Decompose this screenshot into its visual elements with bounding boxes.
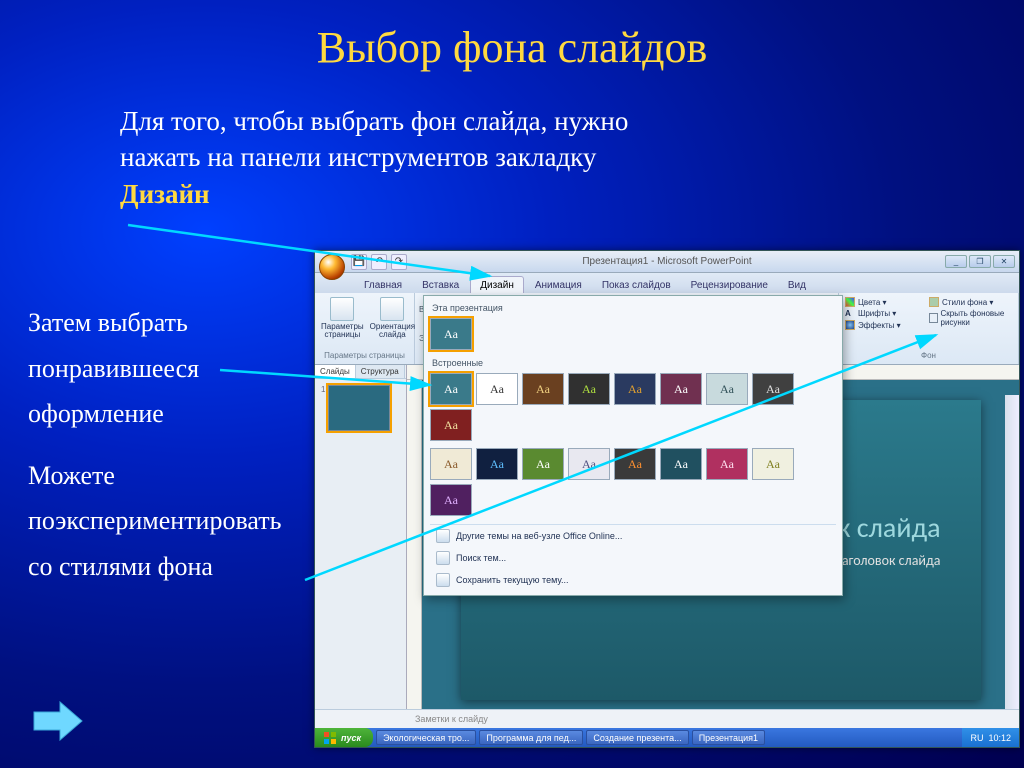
theme-thumb[interactable]: Aa (430, 318, 472, 350)
slide-panel: Слайды Структура 1 (315, 365, 407, 709)
theme-thumb[interactable]: Aa (522, 448, 564, 480)
theme-thumb[interactable]: Aa (522, 373, 564, 405)
themes-gallery-dropdown: Эта презентация Aa Встроенные AaAaAaAaAa… (423, 295, 843, 596)
tab-review[interactable]: Рецензирование (682, 277, 777, 293)
group-page-label: Параметры страницы (321, 351, 408, 360)
group-page-setup: Параметры страницы Ориентация слайда Пар… (315, 293, 415, 364)
tab-insert[interactable]: Вставка (413, 277, 468, 293)
qat-redo-icon[interactable]: ↷ (391, 254, 407, 270)
tab-view[interactable]: Вид (779, 277, 815, 293)
page-setup-button[interactable]: Параметры страницы (321, 297, 364, 339)
intro-text: Для того, чтобы выбрать фон слайда, нужн… (120, 103, 964, 212)
intro-line2: нажать на панели инструментов закладку (120, 142, 596, 172)
group-bg-label: Фон (845, 351, 1012, 360)
left-caption: Затем выбрать понравившееся оформление М… (28, 300, 308, 589)
theme-thumb[interactable]: Aa (660, 448, 702, 480)
vertical-ruler (407, 380, 422, 709)
powerpoint-window: 💾 ↶ ↷ Презентация1 - Microsoft PowerPoin… (314, 250, 1020, 748)
notes-pane[interactable]: Заметки к слайду (315, 709, 1019, 728)
left-line4: Можете (28, 453, 308, 499)
tray-lang[interactable]: RU (970, 733, 983, 743)
bg-styles-dropdown[interactable]: Стили фона ▾ (929, 297, 1018, 307)
windows-logo-icon (323, 731, 337, 745)
tab-home[interactable]: Главная (355, 277, 411, 293)
theme-thumb[interactable]: Aa (430, 409, 472, 441)
system-tray[interactable]: RU 10:12 (962, 728, 1019, 747)
theme-thumb[interactable]: Aa (476, 448, 518, 480)
slide-thumbnail-1[interactable]: 1 (321, 385, 400, 431)
gallery-save-theme[interactable]: Сохранить текущую тему... (430, 569, 836, 591)
gallery-section1-label: Эта презентация (430, 300, 836, 316)
theme-thumb[interactable]: Aa (430, 484, 472, 516)
close-button[interactable]: ✕ (993, 255, 1015, 268)
theme-thumb[interactable]: Aa (430, 448, 472, 480)
tab-design[interactable]: Дизайн (470, 276, 524, 293)
theme-thumb[interactable]: Aa (706, 373, 748, 405)
titlebar: 💾 ↶ ↷ Презентация1 - Microsoft PowerPoin… (315, 251, 1019, 273)
theme-thumb[interactable]: Aa (752, 373, 794, 405)
theme-thumb[interactable]: Aa (476, 373, 518, 405)
slides-tab[interactable]: Слайды (315, 365, 356, 378)
office-button[interactable] (319, 254, 345, 280)
orientation-button[interactable]: Ориентация слайда (370, 297, 415, 339)
left-line1: Затем выбрать (28, 300, 308, 346)
left-line5: поэкспериментировать (28, 498, 308, 544)
theme-thumb[interactable]: Aa (430, 373, 472, 405)
taskbar-item-1[interactable]: Экологическая тро... (376, 730, 476, 745)
intro-line1: Для того, чтобы выбрать фон слайда, нужн… (120, 106, 628, 136)
hide-bg-checkbox[interactable]: Скрыть фоновые рисунки (929, 309, 1018, 327)
theme-thumb[interactable]: Aa (752, 448, 794, 480)
outline-tab[interactable]: Структура (356, 365, 405, 378)
start-button[interactable]: пуск (315, 728, 373, 747)
taskbar-item-3[interactable]: Создание презента... (586, 730, 688, 745)
minimize-button[interactable]: _ (945, 255, 967, 268)
theme-thumb[interactable]: Aa (568, 448, 610, 480)
theme-thumb[interactable]: Aa (614, 373, 656, 405)
theme-thumb[interactable]: Aa (660, 373, 702, 405)
vertical-scrollbar[interactable] (1005, 395, 1019, 709)
theme-thumb[interactable]: Aa (614, 448, 656, 480)
theme-thumb[interactable]: Aa (706, 448, 748, 480)
group-background: Цвета ▾ AШрифты ▾ Эффекты ▾ Стили фона ▾… (839, 293, 1019, 364)
tab-slideshow[interactable]: Показ слайдов (593, 277, 680, 293)
gallery-browse-themes[interactable]: Поиск тем... (430, 547, 836, 569)
taskbar-item-4[interactable]: Презентация1 (692, 730, 765, 745)
intro-highlight: Дизайн (120, 179, 210, 209)
windows-taskbar: пуск Экологическая тро... Программа для … (315, 728, 1019, 747)
maximize-button[interactable]: ❐ (969, 255, 991, 268)
left-line6: со стилями фона (28, 544, 308, 590)
tab-animation[interactable]: Анимация (526, 277, 591, 293)
qat-save-icon[interactable]: 💾 (351, 254, 367, 270)
gallery-online-themes[interactable]: Другие темы на веб-узле Office Online... (430, 525, 836, 547)
qat-undo-icon[interactable]: ↶ (371, 254, 387, 270)
next-slide-arrow[interactable] (30, 698, 86, 744)
window-title: Презентация1 - Microsoft PowerPoint (582, 256, 751, 267)
ribbon-tabs: Главная Вставка Дизайн Анимация Показ сл… (315, 273, 1019, 293)
theme-thumb[interactable]: Aa (568, 373, 610, 405)
left-line2: понравившееся (28, 346, 308, 392)
quick-access-toolbar: 💾 ↶ ↷ (351, 254, 407, 270)
slide-title: Выбор фона слайдов (0, 0, 1024, 73)
left-line3: оформление (28, 391, 308, 437)
tray-clock: 10:12 (988, 733, 1011, 743)
taskbar-item-2[interactable]: Программа для пед... (479, 730, 583, 745)
gallery-section2-label: Встроенные (430, 355, 836, 371)
